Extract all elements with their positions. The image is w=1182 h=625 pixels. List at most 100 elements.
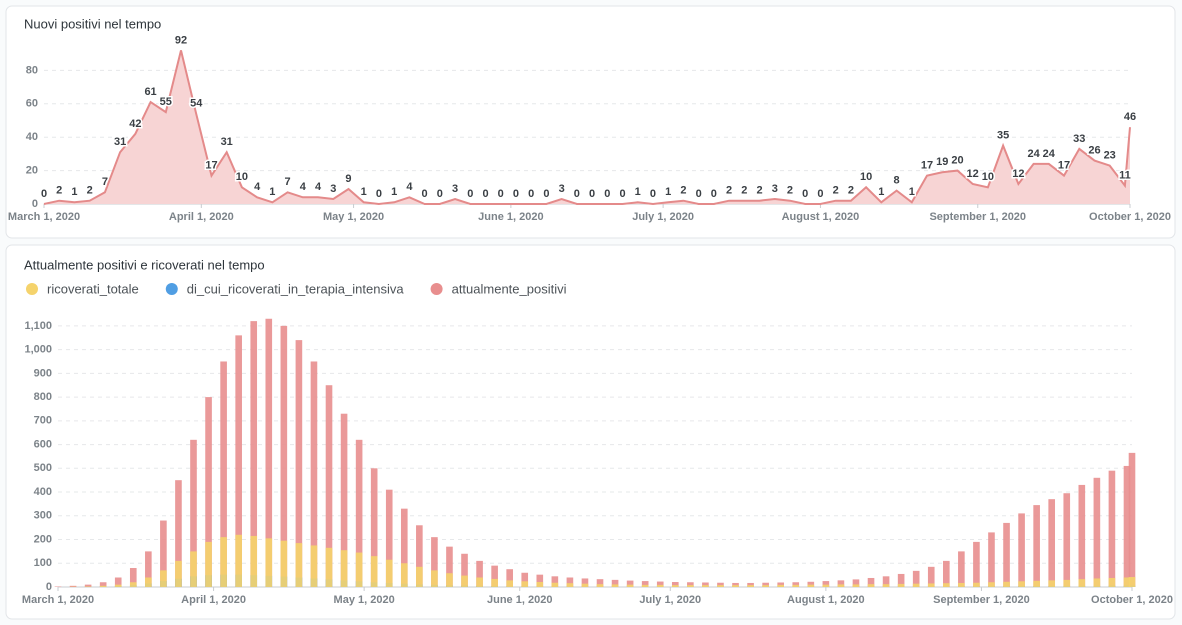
- chart-title: Nuovi positivi nel tempo: [24, 16, 161, 31]
- x-tick-label: September 1, 2020: [933, 594, 1030, 606]
- bar: [250, 535, 258, 587]
- data-label: 1: [71, 186, 77, 198]
- bar: [837, 584, 845, 587]
- bar: [687, 582, 694, 587]
- bar: [310, 361, 318, 587]
- data-label: 2: [56, 185, 62, 197]
- bar: [400, 563, 408, 587]
- data-label: 10: [982, 171, 994, 183]
- data-label: 12: [967, 168, 979, 180]
- bar: [220, 537, 227, 587]
- bar: [84, 584, 92, 587]
- bar: [400, 508, 408, 587]
- bar: [822, 581, 830, 587]
- data-label: 12: [1012, 168, 1024, 180]
- y-tick-label: 1,100: [24, 320, 52, 332]
- bar: [897, 583, 905, 587]
- y-tick-label: 20: [26, 165, 38, 177]
- bar: [732, 585, 739, 587]
- data-label: 2: [787, 185, 793, 197]
- bar: [717, 585, 724, 587]
- data-label: 0: [543, 188, 549, 200]
- bar: [370, 468, 378, 587]
- legend-label: attualmente_positivi: [452, 281, 567, 296]
- bar: [476, 560, 483, 587]
- bar: [536, 582, 544, 587]
- bar: [461, 575, 468, 587]
- x-tick-label: May 1, 2020: [323, 211, 384, 223]
- x-tick-label: July 1, 2020: [632, 211, 694, 223]
- data-label: 7: [285, 176, 291, 188]
- data-label: 9: [345, 173, 351, 185]
- bar: [340, 413, 348, 587]
- data-label: 0: [589, 188, 595, 200]
- bar: [1128, 452, 1136, 587]
- data-label: 92: [175, 34, 187, 46]
- bar: [777, 584, 785, 587]
- bar: [867, 584, 875, 587]
- bar: [190, 551, 197, 587]
- data-label: 2: [680, 185, 686, 197]
- bar: [355, 552, 363, 587]
- bar: [265, 538, 273, 587]
- bar: [1048, 499, 1056, 587]
- bar: [385, 559, 393, 587]
- legend-swatch: [26, 283, 38, 295]
- bar: [1108, 577, 1116, 587]
- data-label: 0: [482, 188, 488, 200]
- bar: [325, 547, 333, 587]
- bar: [792, 582, 800, 587]
- bar: [1108, 470, 1116, 587]
- bar: [1003, 581, 1010, 587]
- bar: [717, 582, 724, 587]
- bar: [1033, 580, 1040, 587]
- bar: [807, 581, 815, 587]
- data-label: 0: [437, 188, 443, 200]
- data-label: 2: [756, 185, 762, 197]
- bar: [596, 579, 604, 587]
- data-label: 0: [376, 188, 382, 200]
- bar: [536, 574, 544, 587]
- bar: [551, 582, 559, 587]
- x-tick-label: May 1, 2020: [334, 594, 395, 606]
- bar: [416, 525, 423, 587]
- bar: [641, 584, 649, 587]
- bar: [566, 583, 574, 587]
- bar: [265, 318, 273, 587]
- data-label: 24: [1043, 148, 1056, 160]
- legend-label: di_cui_ricoverati_in_terapia_intensiva: [187, 281, 405, 296]
- y-tick-label: 400: [34, 486, 52, 498]
- data-label: 2: [87, 185, 93, 197]
- bar: [175, 560, 182, 587]
- bar: [250, 321, 258, 587]
- bar: [145, 551, 152, 587]
- bar: [958, 551, 965, 587]
- bar: [431, 570, 438, 587]
- bar: [280, 540, 288, 587]
- data-label: 1: [391, 186, 397, 198]
- bar: [882, 584, 890, 587]
- bar: [958, 582, 965, 587]
- data-label: 31: [221, 136, 233, 148]
- x-tick-label: October 1, 2020: [1089, 211, 1171, 223]
- bar: [927, 566, 935, 587]
- data-label: 1: [909, 186, 915, 198]
- bar: [280, 325, 288, 587]
- bar: [551, 576, 559, 587]
- data-label: 0: [650, 188, 656, 200]
- bar: [145, 577, 152, 587]
- x-tick-label: September 1, 2020: [929, 211, 1026, 223]
- y-tick-label: 0: [46, 581, 52, 593]
- bar: [702, 582, 709, 587]
- y-tick-label: 900: [34, 367, 52, 379]
- bar: [491, 578, 498, 587]
- bar: [762, 582, 769, 587]
- bar: [837, 580, 845, 587]
- bar: [99, 582, 107, 587]
- bar: [687, 585, 694, 587]
- bar: [491, 565, 498, 587]
- legend-label: ricoverati_totale: [47, 281, 139, 296]
- legend-swatch: [165, 283, 178, 295]
- data-label: 26: [1088, 144, 1100, 156]
- bar: [506, 580, 513, 587]
